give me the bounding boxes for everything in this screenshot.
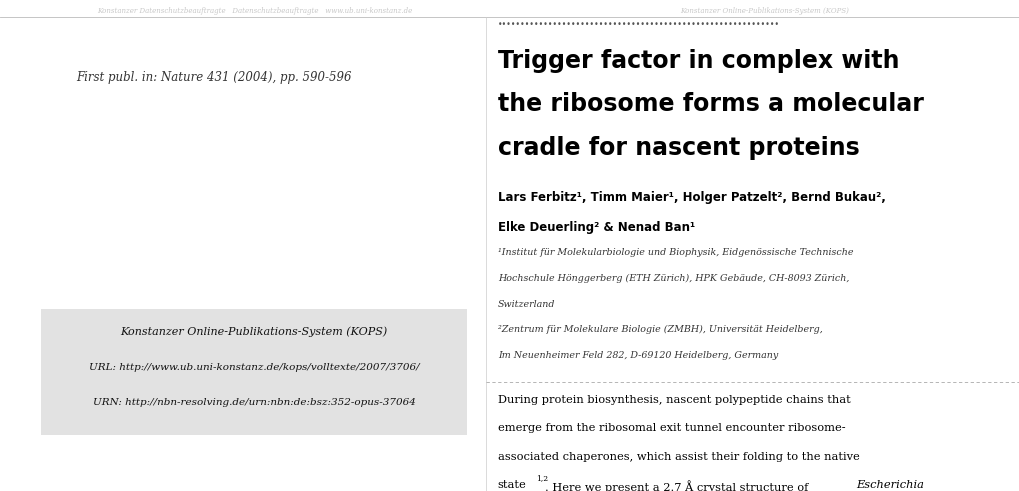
- Text: Switzerland: Switzerland: [497, 300, 554, 308]
- Text: Im Neuenheimer Feld 282, D-69120 Heidelberg, Germany: Im Neuenheimer Feld 282, D-69120 Heidelb…: [497, 351, 777, 359]
- Text: •••••••••••••••••••••••••••••••••••••••••••••••••••••••••••••: ••••••••••••••••••••••••••••••••••••••••…: [497, 20, 780, 28]
- Text: emerge from the ribosomal exit tunnel encounter ribosome-: emerge from the ribosomal exit tunnel en…: [497, 423, 845, 433]
- Text: Escherichia: Escherichia: [855, 480, 923, 490]
- Text: . Here we present a 2.7 Å crystal structure of: . Here we present a 2.7 Å crystal struct…: [544, 480, 811, 491]
- Text: Konstanzer Online-Publikations-System (KOPS): Konstanzer Online-Publikations-System (K…: [680, 7, 849, 15]
- Text: cradle for nascent proteins: cradle for nascent proteins: [497, 136, 859, 160]
- Text: Lars Ferbitz¹, Timm Maier¹, Holger Patzelt², Bernd Bukau²,: Lars Ferbitz¹, Timm Maier¹, Holger Patze…: [497, 191, 884, 204]
- Text: ²Zentrum für Molekulare Biologie (ZMBH), Universität Heidelberg,: ²Zentrum für Molekulare Biologie (ZMBH),…: [497, 325, 821, 334]
- Text: state: state: [497, 480, 526, 490]
- Text: Elke Deuerling² & Nenad Ban¹: Elke Deuerling² & Nenad Ban¹: [497, 221, 694, 234]
- Text: ¹Institut für Molekularbiologie und Biophysik, Eidgenössische Technische: ¹Institut für Molekularbiologie und Biop…: [497, 248, 853, 257]
- Text: 1,2: 1,2: [536, 474, 548, 482]
- Text: Hochschule Hönggerberg (ETH Zürich), HPK Gebäude, CH-8093 Zürich,: Hochschule Hönggerberg (ETH Zürich), HPK…: [497, 274, 848, 283]
- Text: Konstanzer Online-Publikations-System (KOPS): Konstanzer Online-Publikations-System (K…: [120, 327, 387, 337]
- Text: Trigger factor in complex with: Trigger factor in complex with: [497, 49, 899, 73]
- Text: URN: http://nbn-resolving.de/urn:nbn:de:bsz:352-opus-37064: URN: http://nbn-resolving.de/urn:nbn:de:…: [93, 398, 415, 407]
- Text: First publ. in: Nature 431 (2004), pp. 590-596: First publ. in: Nature 431 (2004), pp. 5…: [76, 71, 352, 84]
- Text: the ribosome forms a molecular: the ribosome forms a molecular: [497, 92, 923, 116]
- Text: associated chaperones, which assist their folding to the native: associated chaperones, which assist thei…: [497, 452, 859, 462]
- Text: URL: http://www.ub.uni-konstanz.de/kops/volltexte/2007/3706/: URL: http://www.ub.uni-konstanz.de/kops/…: [89, 363, 419, 372]
- Text: During protein biosynthesis, nascent polypeptide chains that: During protein biosynthesis, nascent pol…: [497, 395, 850, 405]
- Text: Konstanzer Datenschutzbeauftragte   Datenschutzbeauftragte   www.ub.uni-konstanz: Konstanzer Datenschutzbeauftragte Datens…: [97, 7, 413, 15]
